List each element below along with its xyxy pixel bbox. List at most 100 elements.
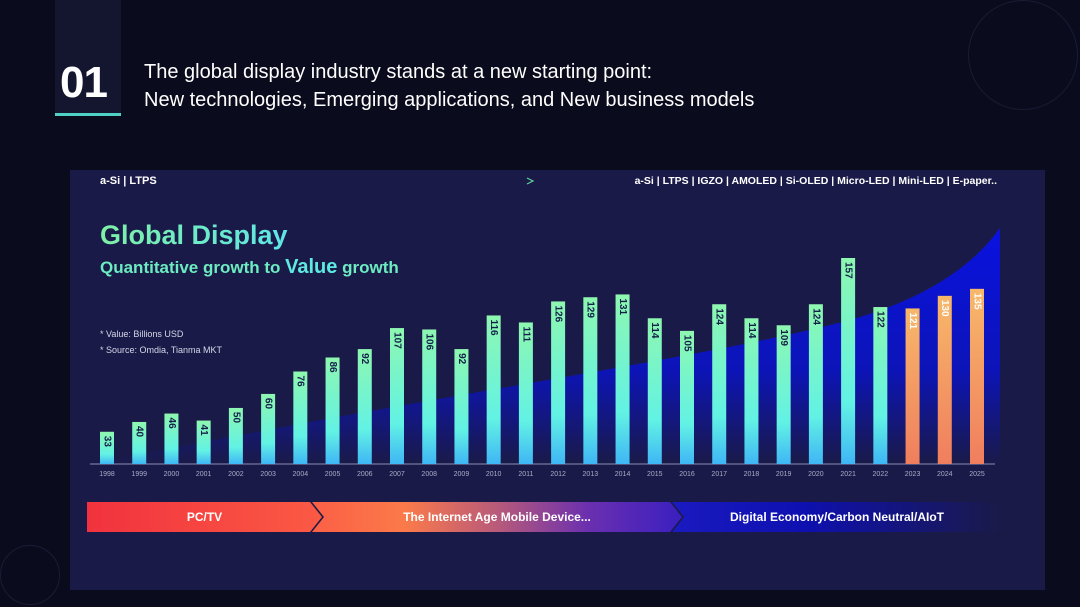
- phase-label: Digital Economy/Carbon Neutral/AIoT: [729, 510, 945, 524]
- chart-subtitle: Quantitative growth to Value growth: [100, 256, 399, 279]
- bar-value-label: 157: [842, 262, 853, 279]
- x-tick-label: 2023: [905, 471, 921, 478]
- bar-value-label: 122: [875, 311, 886, 328]
- bar: [422, 329, 437, 464]
- x-tick-label: 2025: [969, 471, 985, 478]
- growth-area: [95, 228, 1000, 464]
- bar: [132, 421, 147, 464]
- x-tick-label: 2005: [325, 471, 341, 478]
- forecast-bar: [905, 308, 920, 464]
- note-unit: * Value: Billions USD: [100, 329, 184, 339]
- bar: [551, 301, 566, 464]
- phase-mobile: The Internet Age Mobile Device...: [312, 502, 682, 532]
- bar-value-label: 124: [714, 308, 725, 325]
- x-tick-label: 1998: [99, 471, 115, 478]
- x-tick-label: 2007: [389, 471, 405, 478]
- x-tick-label: 2010: [486, 471, 502, 478]
- section-number: 01: [60, 58, 108, 107]
- bar: [100, 431, 114, 464]
- bar: [325, 357, 340, 464]
- x-tick-label: 2021: [840, 471, 856, 478]
- bar: [164, 413, 179, 464]
- decorative-ring: [968, 0, 1078, 110]
- bar: [261, 393, 276, 464]
- bar: [647, 318, 662, 464]
- bar: [583, 297, 598, 464]
- bar: [454, 349, 469, 464]
- bar: [712, 304, 727, 464]
- x-tick-label: 2014: [615, 471, 631, 478]
- bar-value-label: 92: [456, 353, 467, 365]
- x-tick-label: 2000: [164, 471, 180, 478]
- headline: The global display industry stands at a …: [144, 58, 754, 114]
- bar-value-label: 33: [101, 436, 112, 448]
- bar-value-label: 116: [488, 319, 499, 336]
- x-tick-label: 2013: [583, 471, 599, 478]
- bar-value-label: 114: [649, 322, 660, 339]
- bar: [615, 294, 630, 464]
- bar-value-label: 92: [359, 353, 370, 365]
- bar-value-label: 46: [166, 418, 177, 430]
- tech-end: a-Si | LTPS | IGZO | AMOLED | Si-OLED | …: [634, 175, 997, 187]
- chart-title: Global Display: [100, 220, 288, 250]
- bar: [808, 304, 823, 464]
- x-tick-label: 2012: [550, 471, 566, 478]
- bar-value-label: 129: [585, 301, 596, 318]
- tech-start: a-Si | LTPS: [100, 175, 157, 187]
- bar: [776, 325, 791, 464]
- bar: [390, 328, 404, 464]
- bar-value-label: 76: [295, 376, 306, 388]
- arrow-head-icon: [526, 177, 535, 185]
- x-tick-label: 2011: [518, 471, 533, 478]
- bar-value-label: 60: [262, 398, 273, 410]
- subtitle-part3: growth: [337, 258, 399, 277]
- x-tick-label: 2015: [647, 471, 663, 478]
- bar: [841, 258, 856, 464]
- bar-value-label: 121: [907, 312, 918, 329]
- phase-digital: Digital Economy/Carbon Neutral/AIoT: [672, 502, 1002, 532]
- bar-value-label: 131: [617, 298, 628, 315]
- bar-value-label: 124: [810, 308, 821, 325]
- bar-value-label: 126: [552, 305, 563, 322]
- x-tick-label: 2024: [937, 471, 953, 478]
- bar-value-label: 109: [778, 329, 789, 346]
- forecast-bar: [970, 288, 984, 464]
- bar-value-label: 41: [198, 425, 209, 437]
- bar-value-label: 106: [424, 333, 435, 350]
- x-tick-label: 2003: [260, 471, 276, 478]
- x-tick-label: 2009: [454, 471, 470, 478]
- bar: [228, 407, 243, 464]
- bar: [196, 420, 211, 464]
- bar-value-label: 50: [230, 412, 241, 424]
- headline-line2: New technologies, Emerging applications,…: [144, 89, 755, 111]
- bar: [873, 307, 888, 464]
- x-tick-label: 2006: [357, 471, 373, 478]
- x-tick-label: 2019: [776, 471, 792, 478]
- bar: [518, 322, 533, 464]
- x-tick-label: 2004: [293, 471, 309, 478]
- phase-label: PC/TV: [186, 510, 223, 524]
- subtitle-part1: Quantitative growth to: [100, 258, 286, 277]
- subtitle-value: Value: [285, 256, 338, 278]
- bar-value-label: 111: [520, 326, 531, 342]
- x-tick-label: 2017: [711, 471, 727, 478]
- bar-value-label: 135: [971, 293, 982, 310]
- forecast-bar: [937, 295, 952, 464]
- bar: [744, 318, 759, 464]
- x-tick-label: 1999: [131, 471, 147, 478]
- decorative-ring: [0, 545, 60, 605]
- bar: [680, 330, 694, 464]
- phase-label: The Internet Age Mobile Device...: [403, 510, 591, 524]
- section-number-box: [55, 0, 121, 116]
- bar-value-label: 86: [327, 361, 338, 373]
- headline-line1: The global display industry stands at a …: [144, 61, 653, 83]
- bar-value-label: 130: [939, 300, 950, 317]
- bar: [293, 371, 308, 464]
- bar: [357, 349, 372, 464]
- note-source: * Source: Omdia, Tianma MKT: [100, 345, 223, 355]
- bar-value-label: 40: [134, 426, 145, 438]
- phase-pc-tv: PC/TV: [87, 502, 322, 532]
- x-tick-label: 2020: [808, 471, 824, 478]
- x-tick-label: 2001: [196, 471, 212, 478]
